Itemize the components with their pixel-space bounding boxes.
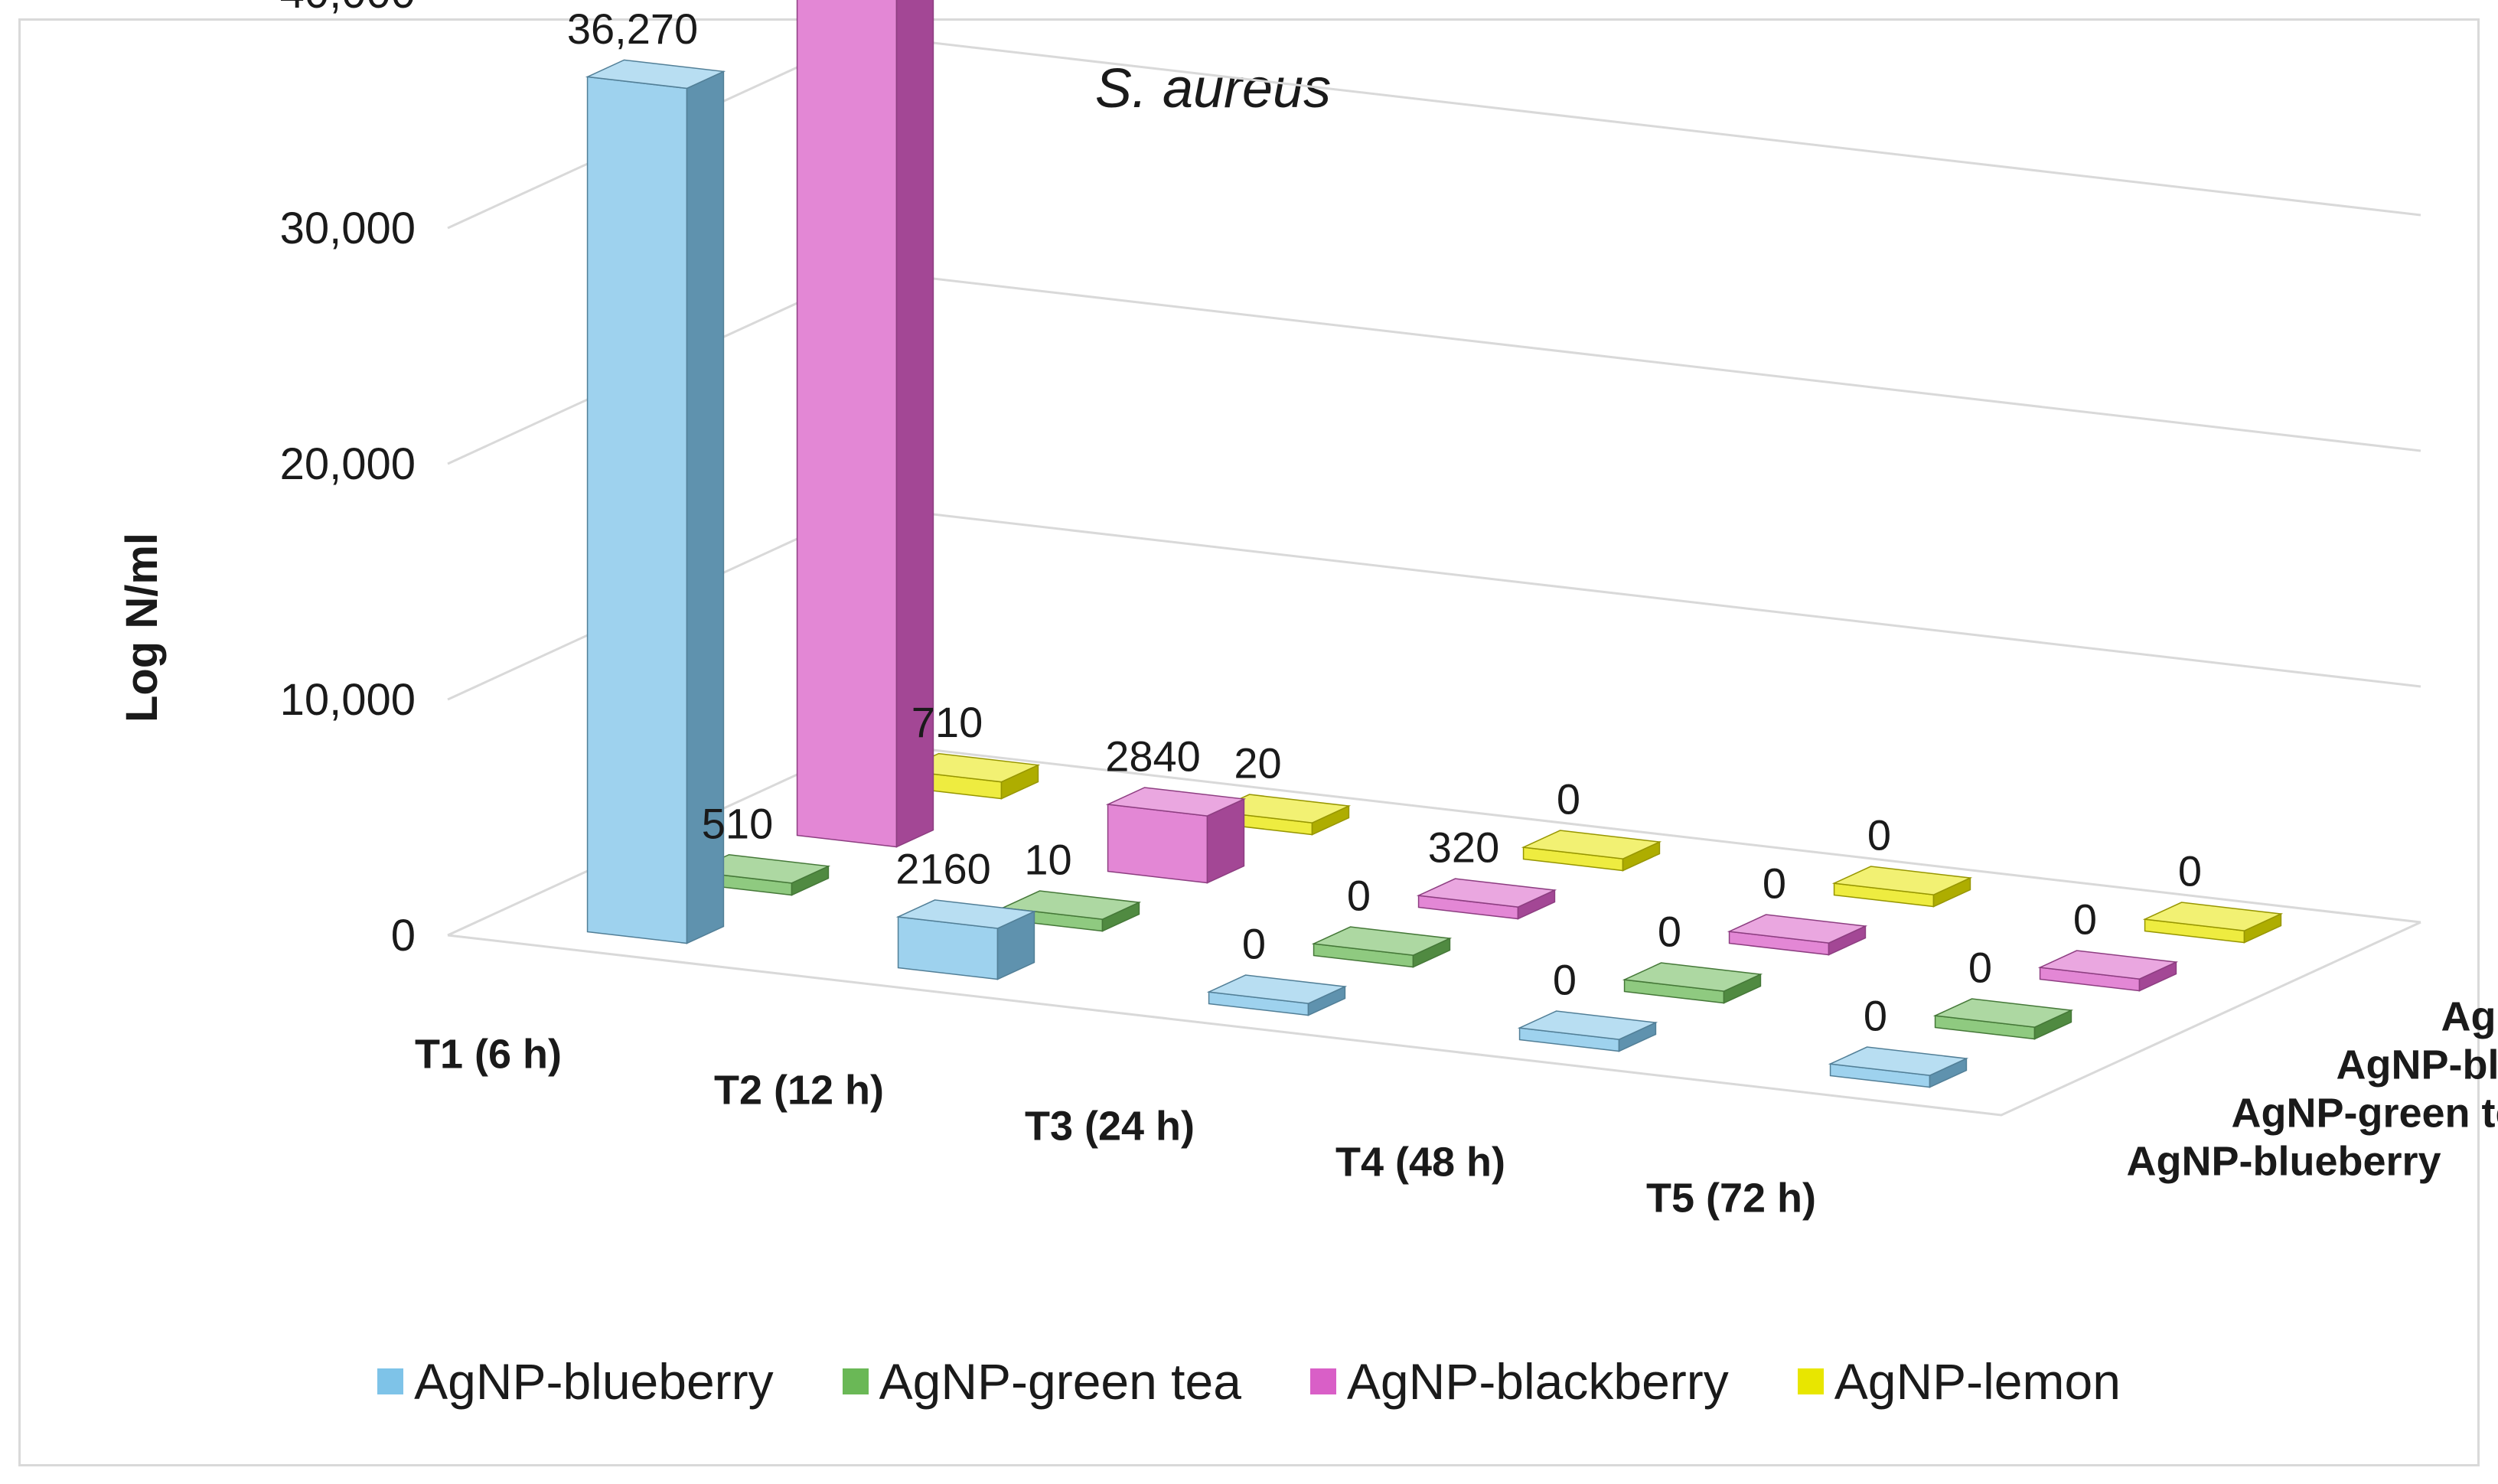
bar-top-face: [1622, 962, 1763, 992]
bar-top-face: [1831, 866, 1973, 895]
bar: [1521, 830, 1662, 872]
depth-axis-label: AgNP-lemon: [2441, 994, 2498, 1040]
bar-side-face: [895, 0, 934, 848]
bar-top-face: [1000, 890, 1142, 920]
data-label: 510: [702, 799, 773, 847]
bar-front-face: [1107, 804, 1208, 884]
bar-top-face: [1517, 1010, 1658, 1040]
bar: [895, 899, 1037, 980]
bar: [796, 0, 934, 848]
data-label: 20: [1234, 739, 1281, 788]
legend-item: AgNP-blueberry: [377, 1352, 774, 1411]
data-label: 2160: [895, 844, 991, 892]
bar-top-face: [1727, 914, 1868, 944]
legend: AgNP-blueberry AgNP-green tea AgNP-blackbe…: [0, 1343, 2498, 1420]
legend-label: AgNP-blackberry: [1346, 1353, 1729, 1410]
bar-top-face: [1521, 830, 1662, 859]
bar: [1932, 998, 2074, 1040]
bar-top-face: [1311, 926, 1453, 956]
legend-label: AgNP-lemon: [1834, 1353, 2121, 1410]
legend-swatch: [842, 1368, 869, 1394]
bar: [1416, 878, 1557, 920]
data-label: 710: [911, 698, 983, 746]
y-tick-label: 40,000: [280, 0, 416, 18]
depth-axis-label: AgNP-blueberry: [2127, 1139, 2441, 1185]
data-label: 0: [1557, 775, 1580, 824]
legend-item: AgNP-blackberry: [1309, 1352, 1729, 1411]
bar-top-face: [2142, 902, 2284, 931]
data-label: 36,270: [567, 5, 698, 53]
x-tick-label: T5 (72 h): [1646, 1176, 1816, 1221]
bar: [2142, 902, 2284, 944]
bar: [1622, 962, 1763, 1004]
data-label: 0: [1242, 920, 1266, 968]
data-label: 0: [1347, 872, 1371, 920]
depth-axis-label: AgNP-green tea: [2232, 1091, 2498, 1137]
x-tick-label: T2 (12 h): [714, 1068, 884, 1114]
y-tick-label: 10,000: [280, 675, 416, 725]
bar-top-face: [585, 59, 726, 90]
bar: [1517, 1010, 1658, 1052]
bar-top-face: [1828, 1046, 1969, 1076]
bar: [2037, 950, 2179, 992]
data-label: 0: [1968, 944, 1992, 992]
gridline: [447, 505, 2421, 701]
bar: [1206, 974, 1348, 1016]
legend-swatch: [1797, 1368, 1824, 1394]
y-tick-label: 0: [391, 911, 416, 961]
y-tick-label: 30,000: [280, 204, 416, 253]
legend-swatch: [377, 1368, 404, 1394]
bar-top-face: [1206, 974, 1348, 1004]
gridline: [447, 34, 2421, 230]
data-label: 0: [2178, 847, 2202, 895]
x-tick-label: T3 (24 h): [1025, 1104, 1195, 1150]
gridline: [447, 269, 2421, 465]
bar-top-face: [1932, 998, 2074, 1028]
legend-item: AgNP-lemon: [1797, 1352, 2121, 1411]
floor-edge: [447, 921, 2421, 1117]
bar-top-face: [1105, 787, 1247, 817]
data-label: 0: [1867, 811, 1891, 859]
bar: [899, 752, 1041, 800]
bar: [1831, 866, 1973, 908]
data-label: 0: [1658, 908, 1681, 956]
bar: [1105, 787, 1247, 884]
bar-top-face: [2037, 950, 2179, 980]
data-label: 10: [1024, 836, 1071, 884]
bar-front-face: [796, 0, 898, 848]
bar: [585, 59, 726, 944]
legend-label: AgNP-green tea: [879, 1353, 1241, 1410]
bars: [585, 0, 2284, 1088]
data-label: 0: [2073, 895, 2097, 944]
bar-front-face: [586, 76, 688, 944]
data-label: 0: [1763, 859, 1786, 908]
y-tick-label: 20,000: [280, 439, 416, 489]
bar-top-face: [1416, 878, 1557, 908]
legend-item: AgNP-green tea: [842, 1352, 1241, 1411]
data-label: 0: [1864, 992, 1887, 1040]
data-label: 320: [1428, 824, 1499, 872]
x-axis-ticks: T1 (6 h) T2 (12 h) T3 (24 h) T4 (48 h) T5 (7…: [415, 1032, 1816, 1221]
depth-axis-label: AgNP-blackberry: [2337, 1042, 2498, 1088]
chart-title: S. aureus: [1095, 58, 1331, 119]
legend-swatch: [1309, 1368, 1336, 1394]
data-label: 0: [1553, 956, 1577, 1004]
data-labels: 7102000041,0002840320005101000036,270216…: [567, 5, 2202, 1040]
legend-label: AgNP-blueberry: [414, 1353, 774, 1410]
chart-frame: [18, 18, 2480, 1466]
bar: [1311, 926, 1453, 968]
x-tick-label: T1 (6 h): [415, 1032, 562, 1078]
bar: [1727, 914, 1868, 956]
bar: [1828, 1046, 1969, 1088]
data-label: 2840: [1105, 732, 1201, 781]
x-tick-label: T4 (48 h): [1335, 1140, 1505, 1186]
y-axis-label: Log N/ml: [117, 533, 167, 722]
bar-top-face: [895, 899, 1037, 929]
